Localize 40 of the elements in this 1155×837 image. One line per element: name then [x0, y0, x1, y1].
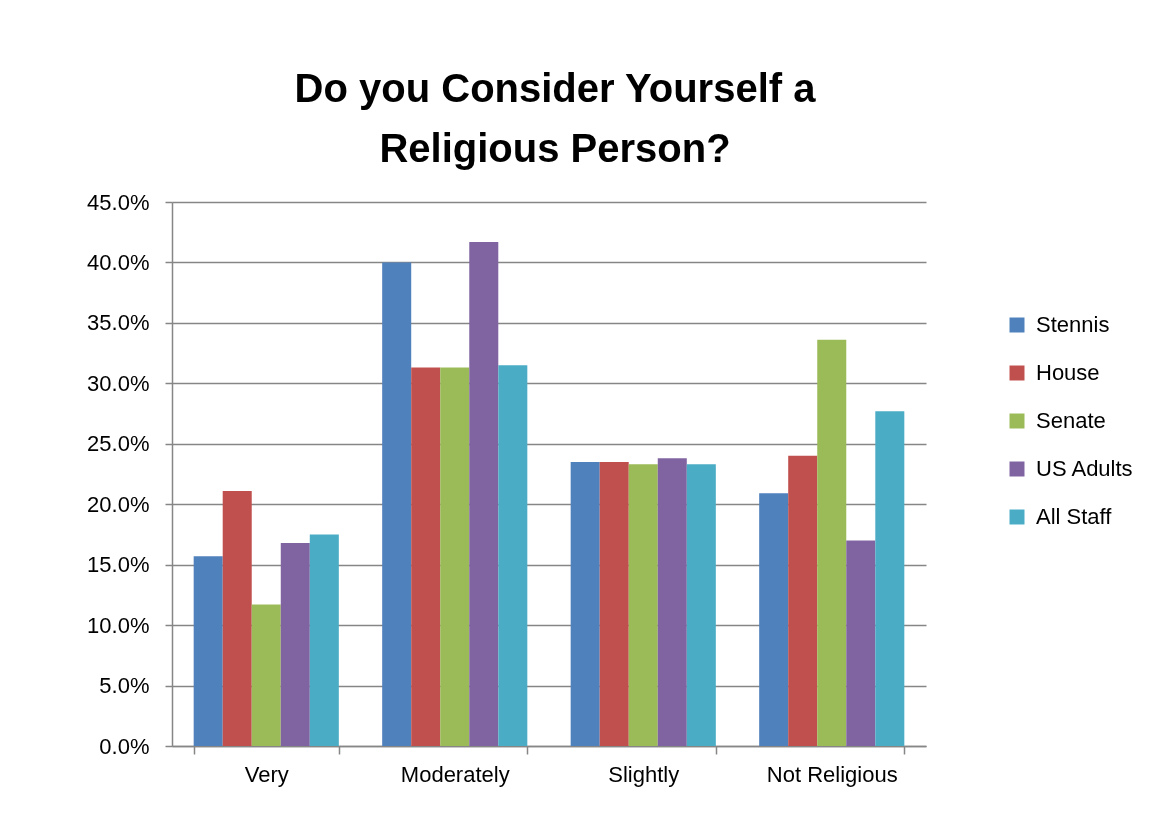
x-tick-label: Very [244, 761, 289, 787]
bar [440, 367, 470, 746]
legend-label: Stennis [1036, 312, 1110, 337]
legend-label: House [1036, 360, 1100, 385]
y-tick-label: 25.0% [87, 431, 150, 457]
bar [498, 365, 528, 746]
bar [222, 490, 252, 746]
y-tick-label: 30.0% [87, 370, 150, 396]
chart-title: Do you Consider Yourself a Religious Person? [294, 66, 817, 170]
y-tick-label: 0.0% [99, 733, 150, 759]
y-tick-label: 5.0% [99, 673, 150, 699]
y-tick-label: 15.0% [87, 552, 150, 578]
legend-label: US Adults [1036, 456, 1133, 481]
bar [817, 339, 847, 746]
y-tick-label: 40.0% [87, 249, 150, 275]
x-tick-label: Moderately [400, 761, 510, 787]
bar [280, 542, 310, 746]
y-tick-label: 35.0% [87, 310, 150, 336]
bar [599, 461, 629, 746]
y-tick-label: 20.0% [87, 491, 150, 517]
bar [309, 534, 339, 746]
bar [193, 556, 223, 746]
x-tick-label: Slightly [608, 761, 680, 787]
bar [788, 455, 818, 746]
y-tick-label: 45.0% [87, 189, 150, 215]
bar [251, 604, 281, 746]
bar [846, 540, 876, 746]
x-tick-label: Not Religious [766, 761, 898, 787]
bar [411, 367, 441, 746]
bar [469, 241, 499, 746]
bar [875, 411, 905, 746]
legend-label: Senate [1036, 408, 1106, 433]
bar [657, 458, 687, 746]
bar [570, 461, 600, 746]
bar [686, 464, 716, 746]
y-tick-label: 10.0% [87, 612, 150, 638]
legend-label: All Staff [1036, 504, 1113, 529]
bar [628, 464, 658, 746]
bar [382, 262, 412, 746]
bar [759, 493, 789, 746]
